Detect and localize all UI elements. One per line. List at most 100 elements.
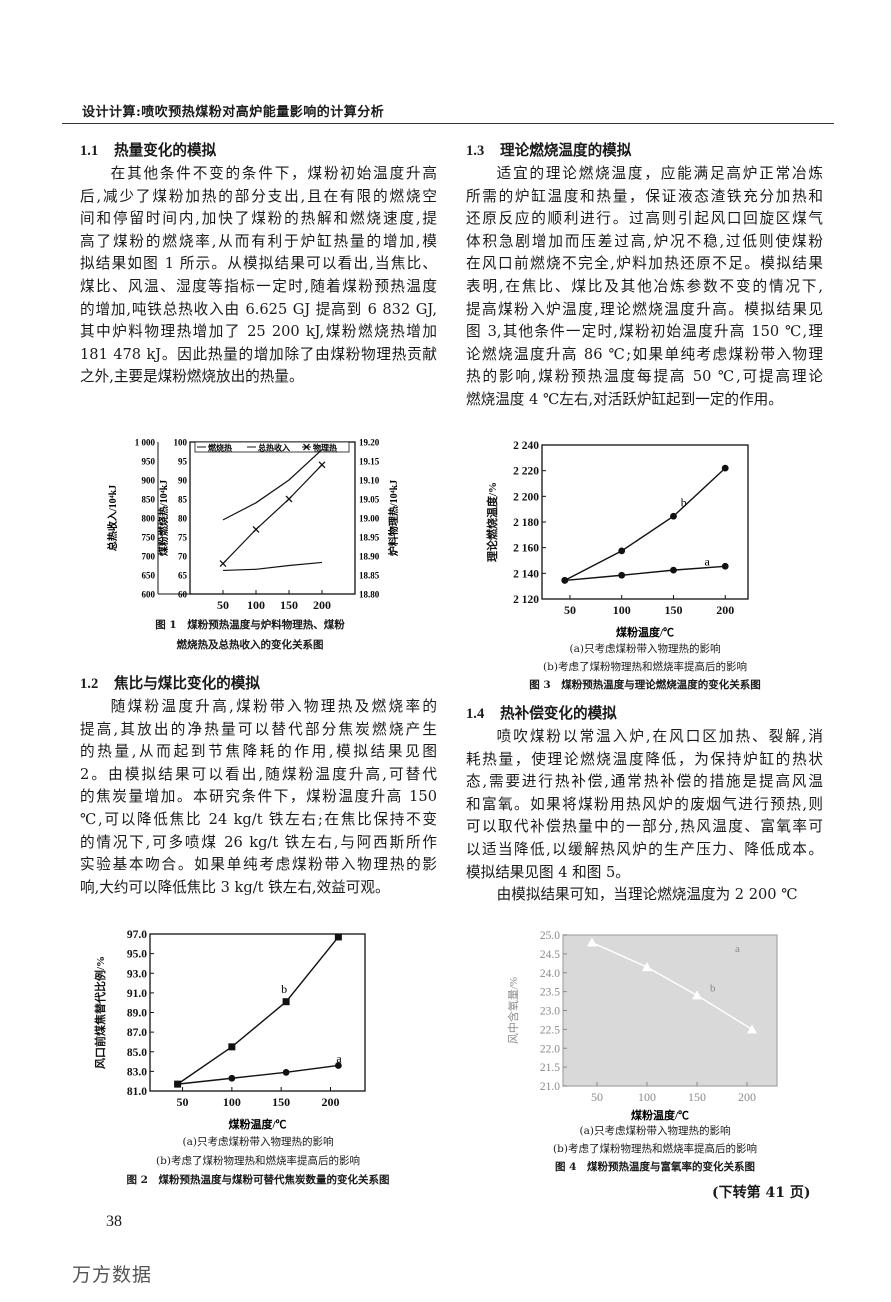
text-line: 响,大约可以降低焦比 3 kg/t 铁左右,效益可观。 [80, 878, 390, 896]
data-point [721, 464, 729, 472]
series-line [564, 467, 726, 582]
y-tick-label: 750 [142, 533, 156, 543]
series-b [561, 464, 729, 584]
text-line: 适宜的理论燃烧温度，应能满足高炉正常冶炼 [496, 165, 823, 182]
text-line: 论燃烧温度升高 86 ℃;如果单纯考虑煤粉带入物理 [466, 345, 823, 363]
y-tick-label: 80 [178, 514, 188, 524]
x-tick-label: 200 [313, 598, 331, 612]
data-point [670, 512, 677, 520]
y-tick-label: 650 [142, 571, 156, 581]
data-point [282, 1068, 290, 1076]
y-tick-label: 19.00 [359, 514, 380, 524]
text-line: 在风口前燃烧不完全,炉料加热还原不足。模拟结果 [466, 255, 823, 273]
text-line: 耗热量，使理论燃烧温度降低，为保持炉缸的热状 [466, 750, 823, 768]
text-line: 所需的炉缸温度和热量，保证液态渣铁充分加热和 [466, 187, 823, 205]
y-tick-label: 24.0 [540, 968, 560, 980]
y-tick-label: 2 220 [513, 466, 539, 478]
figure-caption: 图 4 煤粉预热温度与富氧率的变化关系图 [555, 1161, 755, 1173]
y-tick-label: 24.5 [540, 949, 560, 961]
figure-subcaption: (a)只考虑煤粉带入物理热的影响 [579, 1125, 731, 1137]
y-axis-label: 风口前煤焦替代比例/% [93, 956, 107, 1069]
text-line: 的情况下,可多喷煤 26 kg/t 铁左右,与阿西斯所作 [80, 833, 437, 851]
text-line: 态,需要进行热补偿,通常热补偿的措施是提高风温 [466, 773, 823, 791]
section-heading: 1.2 焦比与煤比变化的模拟 [80, 672, 437, 696]
text-line: 模拟结果见图 4 和图 5。 [466, 863, 630, 881]
y-tick-label: 23.5 [540, 987, 560, 999]
figure-subcaption: (a)只考虑煤粉带入物理热的影响 [182, 1136, 334, 1148]
y-tick-label: 18.85 [359, 571, 380, 581]
section-title: 焦比与煤比变化的模拟 [114, 675, 260, 692]
series-物理热 [219, 461, 326, 568]
continued-note: (下转第 41 页) [712, 1185, 811, 1201]
section-number: 1.2 [80, 676, 99, 692]
legend-entry: 总热收入 [258, 443, 290, 453]
series-line [177, 1064, 339, 1085]
x-tick-label: 50 [564, 603, 576, 617]
data-point [219, 560, 227, 568]
watermark: 万方数据 [72, 1264, 153, 1286]
y-tick-label: 950 [142, 457, 156, 467]
y-tick-label: 900 [142, 476, 156, 486]
figure-caption: 燃烧热及总热收入的变化关系图 [176, 639, 324, 651]
section-1-2: 1.2 焦比与煤比变化的模拟 随煤粉温度升高,煤粉带入物理热及燃烧率的 提高,其放出的… [80, 672, 437, 899]
series-b [174, 933, 342, 1088]
series-label: a [705, 555, 711, 569]
text-line: 之外,主要是煤粉燃烧放出的热量。 [80, 368, 304, 386]
series-label: a [336, 1052, 342, 1066]
data-point [334, 1062, 342, 1069]
data-point [721, 562, 729, 570]
series-line [564, 565, 726, 582]
data-point [228, 1043, 236, 1051]
y-axis-label: 炉料物理热/10⁴kJ [387, 480, 400, 556]
x-tick-label: 50 [591, 1090, 603, 1104]
x-axis-label: 煤粉温度/℃ [631, 1108, 689, 1122]
y-tick-label: 97.0 [127, 929, 147, 941]
series-line [222, 464, 323, 565]
y-tick-label: 23.0 [540, 1006, 560, 1018]
section-number: 1.4 [466, 706, 485, 722]
text-line: 2。由模拟结果可以看出,随煤粉温度升高,可替代 [80, 765, 437, 783]
text-line: ℃,可以降低焦比 24 kg/t 铁左右;在焦比保持不变 [80, 810, 437, 828]
series-line [587, 937, 757, 1034]
figure-subcaption: (a)只考虑煤粉带入物理热的影响 [569, 643, 721, 655]
legend: 燃烧热 总热收入 物理热 [194, 441, 350, 453]
y-axis-label: 总热收入/10⁴kJ [106, 485, 119, 551]
x-tick-label: 200 [321, 1095, 339, 1109]
x-tick-label: 50 [177, 1095, 189, 1109]
series-label: b [681, 496, 687, 510]
data-point [252, 525, 260, 533]
data-point [561, 576, 569, 584]
y-tick-label: 83.0 [127, 1066, 147, 1078]
text-line: 的热量,从而起到节焦降耗的作用,模拟结果见图 [80, 743, 437, 761]
section-number: 1.3 [466, 143, 485, 159]
data-point [747, 1024, 757, 1034]
text-line: 以适当降低,以缓解热风炉的生产压力、降低成本。 [466, 840, 823, 858]
y-tick-label: 89.0 [127, 1008, 147, 1020]
x-tick-label: 100 [638, 1090, 656, 1104]
data-point [318, 461, 326, 469]
y-tick-label: 2 180 [513, 517, 539, 529]
y-tick-label: 85.0 [127, 1047, 147, 1059]
section-1-3: 1.3 理论燃烧温度的模拟 适宜的理论燃烧温度，应能满足高炉正常冶炼 所需的炉缸温度和… [466, 139, 823, 412]
y-tick-label: 21.0 [540, 1081, 560, 1093]
data-point [228, 1074, 236, 1082]
y-tick-label: 19.10 [359, 476, 380, 486]
series-label: b [710, 983, 716, 995]
plot-area [149, 933, 366, 1092]
page-number: 38 [106, 1213, 122, 1230]
y-tick-label: 93.0 [127, 968, 147, 980]
section-heading: 1.1 热量变化的模拟 [80, 139, 437, 163]
y-tick-label: 100 [174, 438, 188, 448]
section-title: 热补偿变化的模拟 [500, 705, 617, 722]
fig3-chart: 50 100 150 200 2 240 2 220 2 200 2 180 2 160 2 14… [485, 440, 749, 639]
text-line: 的焦炭量增加。本研究条件下，煤粉温度升高 150 [80, 788, 437, 806]
x-tick-label: 200 [716, 603, 734, 617]
text-line: 煤比、风温、湿度等指标一定时,随着煤粉预热温度 [80, 277, 437, 295]
series-line [222, 449, 323, 521]
x-axis-label: 煤粉温度/℃ [228, 1117, 286, 1131]
y-tick-label: 81.0 [127, 1086, 147, 1098]
section-1-1: 1.1 热量变化的模拟 在其他条件不变的条件下，煤粉初始温度升高 后,减少了煤粉加热的… [80, 139, 437, 389]
text-line: 拟结果如图 1 所示。从模拟结果可以看出,当焦比、 [80, 255, 437, 273]
y-tick-label: 18.80 [359, 590, 380, 600]
